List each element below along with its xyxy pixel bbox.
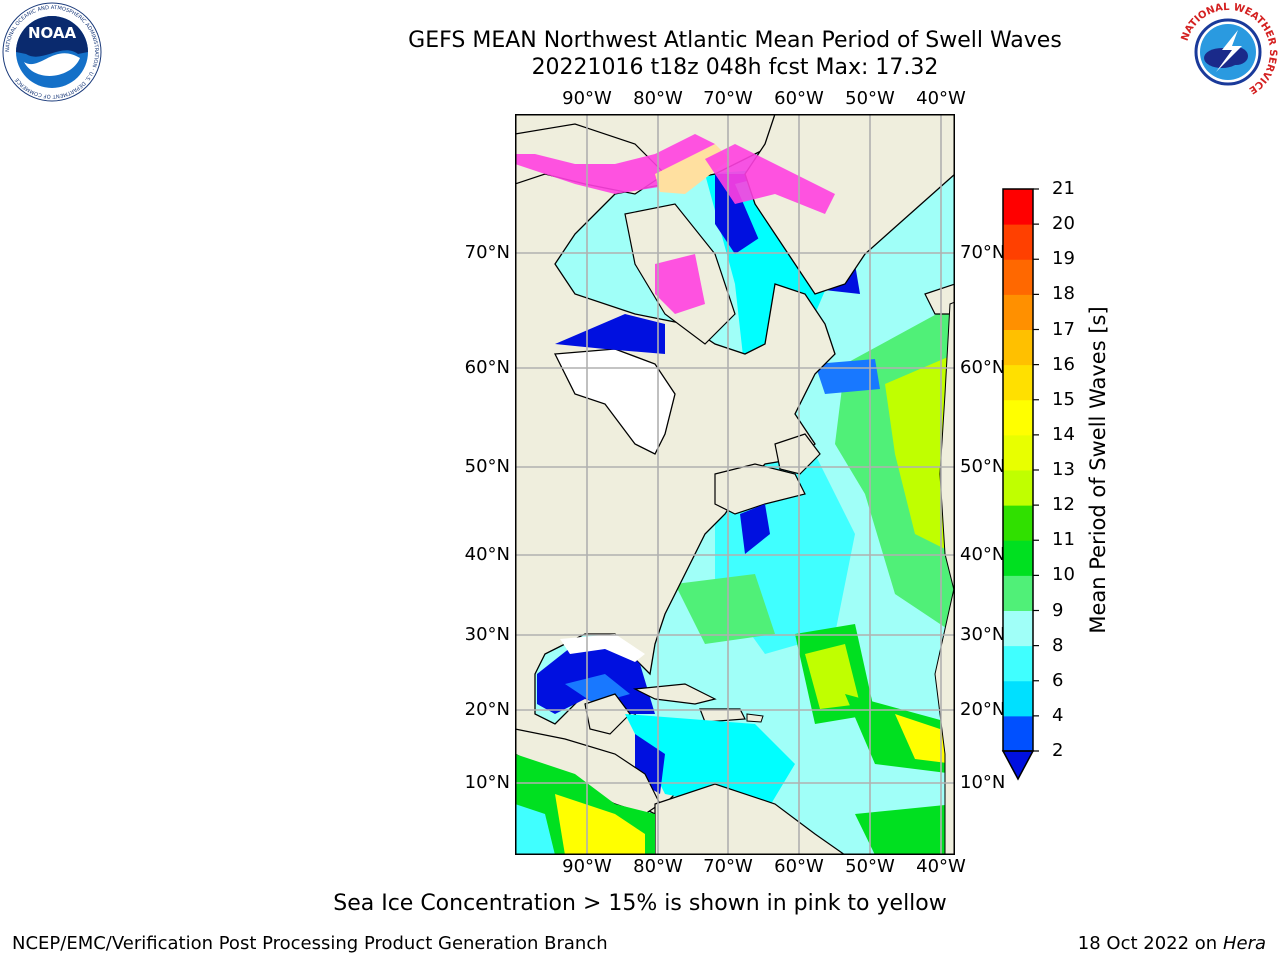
swell-field-pacific-yellow [555, 794, 645, 855]
colorbar-tick-label: 4 [1052, 704, 1064, 726]
lat-label-left-70n: 70°N [464, 242, 510, 263]
colorbar-segment [1003, 715, 1033, 752]
colorbar-segment [1003, 399, 1033, 436]
colorbar-tick-label: 9 [1052, 599, 1064, 621]
colorbar-tick-label: 16 [1052, 353, 1075, 375]
lat-label-left-20n: 20°N [464, 699, 510, 720]
lon-label-top-50w: 50°W [845, 88, 895, 109]
lat-label-right-50n: 50°N [960, 456, 1006, 477]
gulf-coast-white [560, 634, 645, 662]
lat-label-left-10n: 10°N [464, 772, 510, 793]
lon-label-bottom-80w: 80°W [633, 856, 683, 877]
swell-field-green-southeast [855, 804, 955, 855]
lon-label-top-80w: 80°W [633, 88, 683, 109]
land-cuba [632, 683, 717, 705]
land-africa [934, 583, 955, 855]
graticule [515, 114, 955, 855]
hudson-bay [553, 348, 676, 455]
swell-field-gulf-stlawrence-deepblue [740, 504, 770, 554]
land-maritimes [714, 463, 806, 515]
lat-label-left-60n: 60°N [464, 357, 510, 378]
colorbar-tick-label: 19 [1052, 248, 1075, 270]
swell-field-green-atlantic [675, 574, 775, 644]
colorbar [1001, 188, 1039, 781]
colorbar-tick-label: 17 [1052, 318, 1075, 340]
swell-field-caribbean-cyan [625, 714, 795, 814]
lat-label-right-20n: 20°N [960, 699, 1006, 720]
land-hispaniola [699, 708, 746, 723]
sea-ice-note: Sea Ice Concentration > 15% is shown in … [333, 891, 947, 916]
colorbar-tick-label: 13 [1052, 459, 1075, 480]
chart-title: GEFS MEAN Northwest Atlantic Mean Period… [408, 28, 1062, 53]
colorbar-segment [1003, 329, 1033, 366]
swell-field-yellowgreen-east [885, 354, 955, 554]
lon-label-top-40w: 40°W [916, 88, 966, 109]
swell-field-yellowgreen-central [805, 644, 860, 709]
colorbar-tick-label: 18 [1052, 283, 1075, 305]
colorbar-segment [1003, 575, 1033, 611]
colorbar-tick-label: 10 [1052, 564, 1075, 586]
colorbar-segment [1003, 645, 1033, 682]
lat-label-right-40n: 40°N [960, 544, 1006, 565]
lat-label-left-40n: 40°N [464, 544, 510, 565]
lon-label-top-70w: 70°W [703, 88, 753, 109]
land-newfoundland [774, 433, 821, 475]
land-europe [939, 301, 955, 595]
colorbar-segment [1003, 364, 1033, 401]
colorbar-tick-label: 12 [1052, 494, 1075, 516]
colorbar-tick-label: 11 [1052, 529, 1075, 551]
colorbar-tick-label: 6 [1052, 669, 1064, 691]
footer-credit: NCEP/EMC/Verification Post Processing Pr… [12, 933, 608, 954]
colorbar-tick-label: 2 [1052, 740, 1064, 761]
noaa-logo: NATIONAL OCEANIC AND ATMOSPHERIC ADMINIS… [2, 2, 102, 102]
lat-label-left-50n: 50°N [464, 456, 510, 477]
lon-label-bottom-90w: 90°W [562, 856, 612, 877]
colorbar-segment [1003, 189, 1033, 225]
colorbar-segment [1003, 470, 1033, 506]
land-south-america [654, 783, 847, 855]
swell-field-pacific-cyan [515, 804, 555, 855]
lat-label-right-10n: 10°N [960, 772, 1006, 793]
land-puerto-rico [746, 713, 764, 723]
footer-date: 18 Oct 2022 on Hera [1078, 933, 1266, 954]
colorbar-segment [1003, 434, 1033, 471]
footer-host: Hera [1222, 933, 1266, 954]
colorbar-title: Mean Period of Swell Waves [s] [1086, 306, 1110, 634]
land-yucatan [584, 693, 631, 735]
chart-subtitle: 20221016 t18z 048h fcst Max: 17.32 [531, 55, 939, 80]
map-frame [515, 114, 955, 855]
lon-label-bottom-70w: 70°W [703, 856, 753, 877]
lon-label-bottom-40w: 40°W [916, 856, 966, 877]
colorbar-tick-label: 21 [1052, 178, 1075, 199]
swell-period-map [515, 114, 955, 855]
land-iceland [924, 283, 955, 315]
colorbar-segment [1003, 259, 1033, 295]
sea-ice-baffin-edge [705, 144, 835, 214]
colorbar-segment [1003, 224, 1033, 260]
lon-label-top-90w: 90°W [562, 88, 612, 109]
lon-label-bottom-50w: 50°W [845, 856, 895, 877]
nws-logo: NATIONAL WEATHER SERVICE [1180, 2, 1278, 100]
noaa-logo-text: NOAA [28, 24, 77, 42]
lat-label-right-70n: 70°N [960, 242, 1006, 263]
lat-label-right-60n: 60°N [960, 357, 1006, 378]
colorbar-under-arrow [1001, 750, 1035, 781]
lat-label-left-30n: 30°N [464, 624, 510, 645]
colorbar-tick-label: 15 [1052, 388, 1075, 410]
swell-field-hudson-deepblue [555, 314, 665, 354]
footer-date-text: 18 Oct 2022 on [1077, 933, 1223, 954]
colorbar-segment [1003, 680, 1033, 717]
lon-label-top-60w: 60°W [774, 88, 824, 109]
colorbar-tick-label: 20 [1052, 213, 1075, 235]
colorbar-tick-label: 14 [1052, 423, 1075, 445]
sea-ice-hudson [655, 254, 705, 314]
colorbar-segment [1003, 505, 1033, 541]
colorbar-segment [1003, 540, 1033, 576]
colorbar-segment [1003, 294, 1033, 330]
colorbar-tick-label: 8 [1052, 634, 1064, 656]
colorbar-segment [1003, 610, 1033, 647]
lat-label-right-30n: 30°N [960, 624, 1006, 645]
lon-label-bottom-60w: 60°W [774, 856, 824, 877]
swell-field-yellow-south [895, 714, 955, 764]
